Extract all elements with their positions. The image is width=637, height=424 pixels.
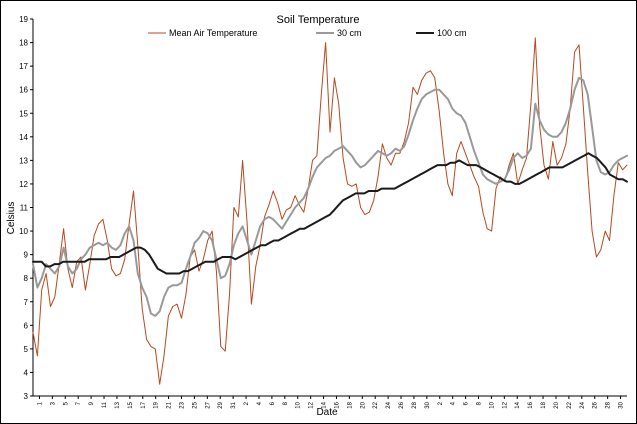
x-tick-label: 14 xyxy=(322,401,328,408)
x-tick-label: 23 xyxy=(180,401,186,408)
x-tick-label: 8 xyxy=(477,401,483,405)
y-tick-label: 10 xyxy=(19,227,28,236)
x-tick-label: 8 xyxy=(283,401,289,405)
x-tick-label: 16 xyxy=(334,401,340,408)
x-tick-label: 4 xyxy=(257,401,263,405)
y-tick-label: 14 xyxy=(19,133,28,142)
x-tick-label: 3 xyxy=(50,401,56,405)
x-tick-label: 7 xyxy=(76,401,82,405)
x-axis-label: Date xyxy=(316,407,338,418)
x-tick-label: 20 xyxy=(360,401,366,408)
legend-label-30-cm: 30 cm xyxy=(337,28,362,38)
x-tick-label: 24 xyxy=(386,401,392,408)
y-tick-label: 15 xyxy=(19,109,28,118)
x-tick-label: 26 xyxy=(593,401,599,408)
y-tick-label: 13 xyxy=(19,156,28,165)
x-tick-label: 1 xyxy=(37,401,43,405)
x-tick-label: 2 xyxy=(244,401,250,405)
y-tick-label: 18 xyxy=(19,39,28,48)
x-tick-label: 4 xyxy=(451,401,457,405)
x-tick-label: 10 xyxy=(489,401,495,408)
y-tick-label: 4 xyxy=(24,368,29,377)
series-line-mean-air-temperature xyxy=(32,37,628,385)
y-tick-label: 6 xyxy=(24,321,29,330)
y-tick-label: 16 xyxy=(19,86,28,95)
x-tick-label: 19 xyxy=(154,401,160,408)
x-tick-label: 5 xyxy=(63,401,69,405)
y-tick-label: 7 xyxy=(24,298,29,307)
x-tick-label: 27 xyxy=(205,401,211,408)
y-axis-label: Celsius xyxy=(6,202,17,235)
x-tick-label: 13 xyxy=(115,401,121,408)
x-tick-label: 31 xyxy=(231,401,237,408)
x-tick-label: 17 xyxy=(141,401,147,408)
x-tick-label: 12 xyxy=(309,401,315,408)
x-tick-label: 30 xyxy=(425,401,431,408)
legend-label-mean-air-temperature: Mean Air Temperature xyxy=(169,28,257,38)
y-tick-label: 8 xyxy=(24,274,29,283)
y-tick-label: 3 xyxy=(24,392,29,401)
x-tick-label: 15 xyxy=(128,401,134,408)
x-tick-label: 25 xyxy=(192,401,198,408)
x-tick-label: 2 xyxy=(438,401,444,405)
x-tick-label: 22 xyxy=(373,401,379,408)
x-tick-label: 18 xyxy=(347,401,353,408)
series-line-30-cm xyxy=(32,76,628,317)
x-tick-label: 26 xyxy=(399,401,405,408)
x-tick-label: 6 xyxy=(464,401,470,405)
y-tick-label: 11 xyxy=(20,204,29,213)
y-tick-label: 5 xyxy=(24,345,29,354)
x-tick-label: 9 xyxy=(89,401,95,405)
x-tick-label: 22 xyxy=(567,401,573,408)
x-tick-label: 29 xyxy=(218,401,224,408)
chart-title: Soil Temperature xyxy=(277,14,360,26)
x-tick-label: 28 xyxy=(412,401,418,408)
legend-label-100-cm: 100 cm xyxy=(437,28,467,38)
x-tick-label: 11 xyxy=(102,401,108,408)
x-tick-label: 21 xyxy=(167,401,173,408)
x-tick-label: 18 xyxy=(541,401,547,408)
legend: Mean Air Temperature 30 cm 100 cm xyxy=(148,28,467,38)
x-tick-label: 28 xyxy=(606,401,612,408)
series-group xyxy=(32,37,628,385)
series-line-100-cm xyxy=(32,152,628,275)
x-tick-label: 16 xyxy=(528,401,534,408)
x-tick-label: 20 xyxy=(554,401,560,408)
y-tick-label: 12 xyxy=(19,180,28,189)
x-tick-label: 24 xyxy=(580,401,586,408)
y-tick-label: 19 xyxy=(19,15,28,24)
x-tick-label: 6 xyxy=(270,401,276,405)
x-tick-label: 12 xyxy=(502,401,508,408)
x-tick-label: 10 xyxy=(296,401,302,408)
x-tick-label: 30 xyxy=(619,401,625,408)
y-tick-label: 17 xyxy=(19,62,28,71)
y-tick-label: 9 xyxy=(24,251,29,260)
x-tick-label: 14 xyxy=(515,401,521,408)
